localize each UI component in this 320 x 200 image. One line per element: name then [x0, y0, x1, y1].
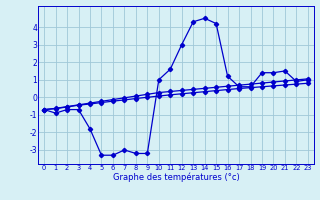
- X-axis label: Graphe des températures (°c): Graphe des températures (°c): [113, 173, 239, 182]
